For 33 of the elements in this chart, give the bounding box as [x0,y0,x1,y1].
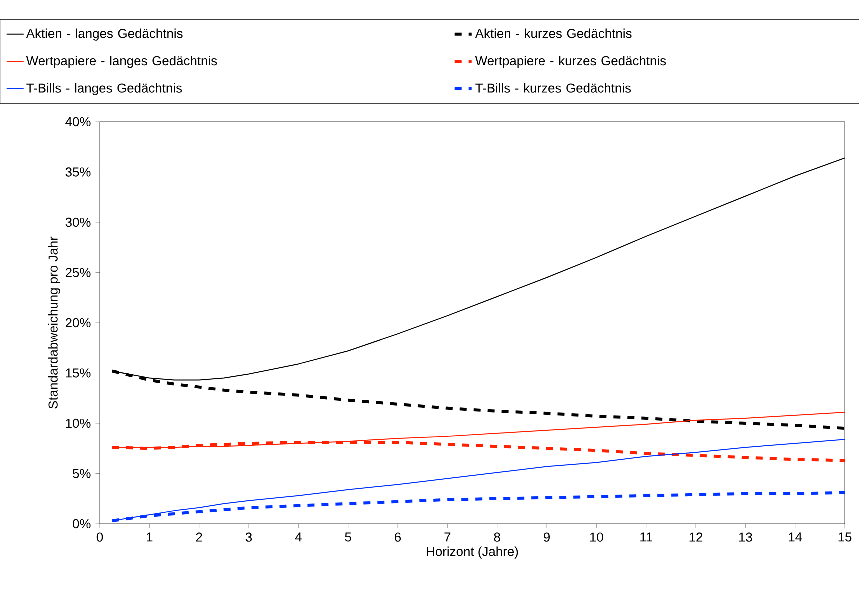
y-tick-label: 10% [66,418,91,428]
legend-label: Aktien - kurzes Gedächtnis [475,28,632,38]
y-axis-title: Standardabweichung pro Jahr [48,236,60,409]
legend-label: T-Bills - kurzes Gedächtnis [476,83,632,93]
x-tick-label: 12 [690,532,703,542]
y-tick-label: 30% [66,218,91,228]
y-tick-label: 0% [73,519,91,529]
x-tick-label: 3 [246,532,252,542]
y-tick-label: 40% [66,117,91,127]
y-tick-label: 15% [66,368,91,378]
y-tick-label: 25% [66,268,91,278]
x-tick-label: 13 [739,532,752,542]
x-tick-label: 5 [345,532,352,542]
y-tick-label: 35% [66,168,91,177]
x-tick-label: 1 [147,532,153,542]
x-axis-title: Horizont (Jahre) [427,546,518,559]
legend-label: Wertpapiere - langes Gedächtnis [26,56,218,68]
x-tick-label: 10 [590,532,604,542]
x-tick-label: 4 [295,532,302,542]
legend-label: Aktien - langes Gedächtnis [26,28,183,41]
y-tick-label: 5% [73,469,91,478]
x-tick-label: 15 [838,532,852,542]
y-tick-label: 20% [66,318,91,328]
x-tick-label: 14 [789,532,802,542]
x-tick-label: 11 [640,532,652,542]
x-tick-label: 6 [395,532,402,542]
legend-label: Wertpapiere - kurzes Gedächtnis [475,56,666,68]
x-tick-label: 2 [196,532,202,542]
x-tick-label: 7 [444,532,451,542]
x-tick-label: 9 [544,532,550,542]
x-tick-label: 8 [494,532,500,542]
x-tick-label: 0 [96,532,104,542]
legend-label: T-Bills - langes Gedächtnis [26,83,182,96]
